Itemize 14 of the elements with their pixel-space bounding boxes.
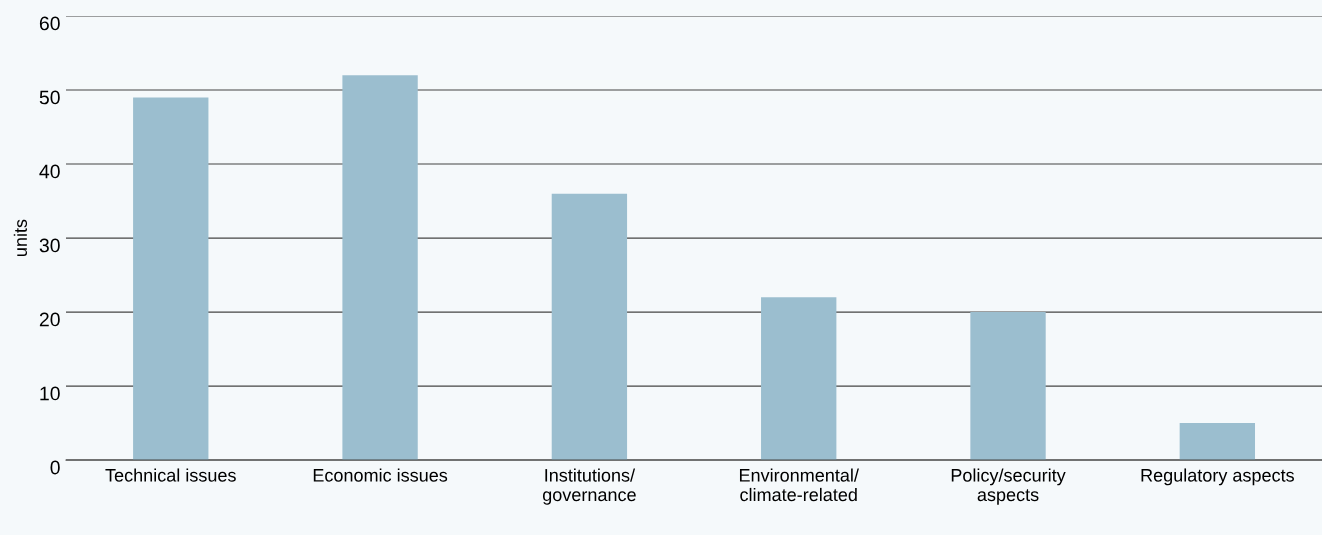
x-tick-label: Policy/security aspects bbox=[951, 468, 1066, 505]
y-tick-label: 50 bbox=[39, 90, 60, 105]
x-tick-label: Economic issues bbox=[313, 468, 448, 482]
x-tick-label: Regulatory aspects bbox=[1141, 468, 1294, 486]
y-tick-label: 0 bbox=[50, 460, 60, 475]
y-tick-label: 20 bbox=[39, 312, 60, 327]
y-tick-label: 30 bbox=[39, 238, 60, 253]
y-axis-title: units bbox=[13, 219, 28, 256]
y-tick-label: 40 bbox=[39, 164, 60, 179]
y-tick-label: 60 bbox=[39, 16, 60, 31]
y-tick-label: 10 bbox=[40, 386, 60, 401]
x-tick-label: Environmental/ climate-related bbox=[739, 468, 859, 502]
x-tick-label: Technical issues bbox=[105, 468, 236, 482]
x-tick-label: Institutions/ governance bbox=[542, 468, 636, 505]
